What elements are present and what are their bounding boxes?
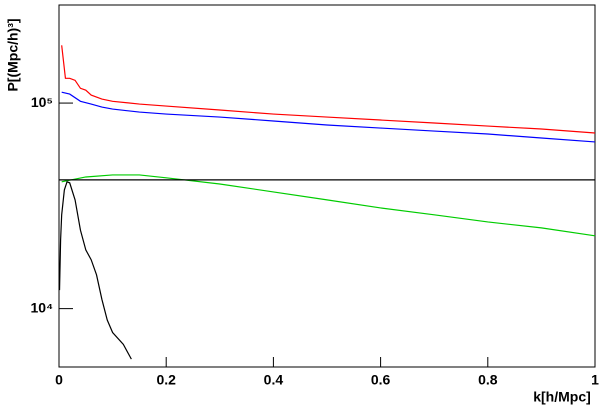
x-tick-label: 0.2: [156, 372, 176, 388]
y-tick-label: 10⁵: [31, 94, 53, 110]
data-line: [61, 45, 595, 134]
data-line: [61, 174, 595, 237]
x-tick-label: 0: [55, 372, 63, 388]
x-axis-title: k[h/Mpc]: [533, 389, 591, 405]
x-tick-label: 1: [591, 372, 599, 388]
data-line: [59, 181, 132, 360]
y-tick-label: 10⁴: [31, 299, 54, 315]
plot-frame: [58, 4, 596, 368]
x-tick-label: 0.8: [478, 372, 498, 388]
x-tick-label: 0.6: [371, 372, 391, 388]
x-tick-label: 0.4: [264, 372, 284, 388]
y-axis-title: P[(Mpc/h)³]: [5, 18, 21, 91]
data-line: [61, 91, 595, 143]
